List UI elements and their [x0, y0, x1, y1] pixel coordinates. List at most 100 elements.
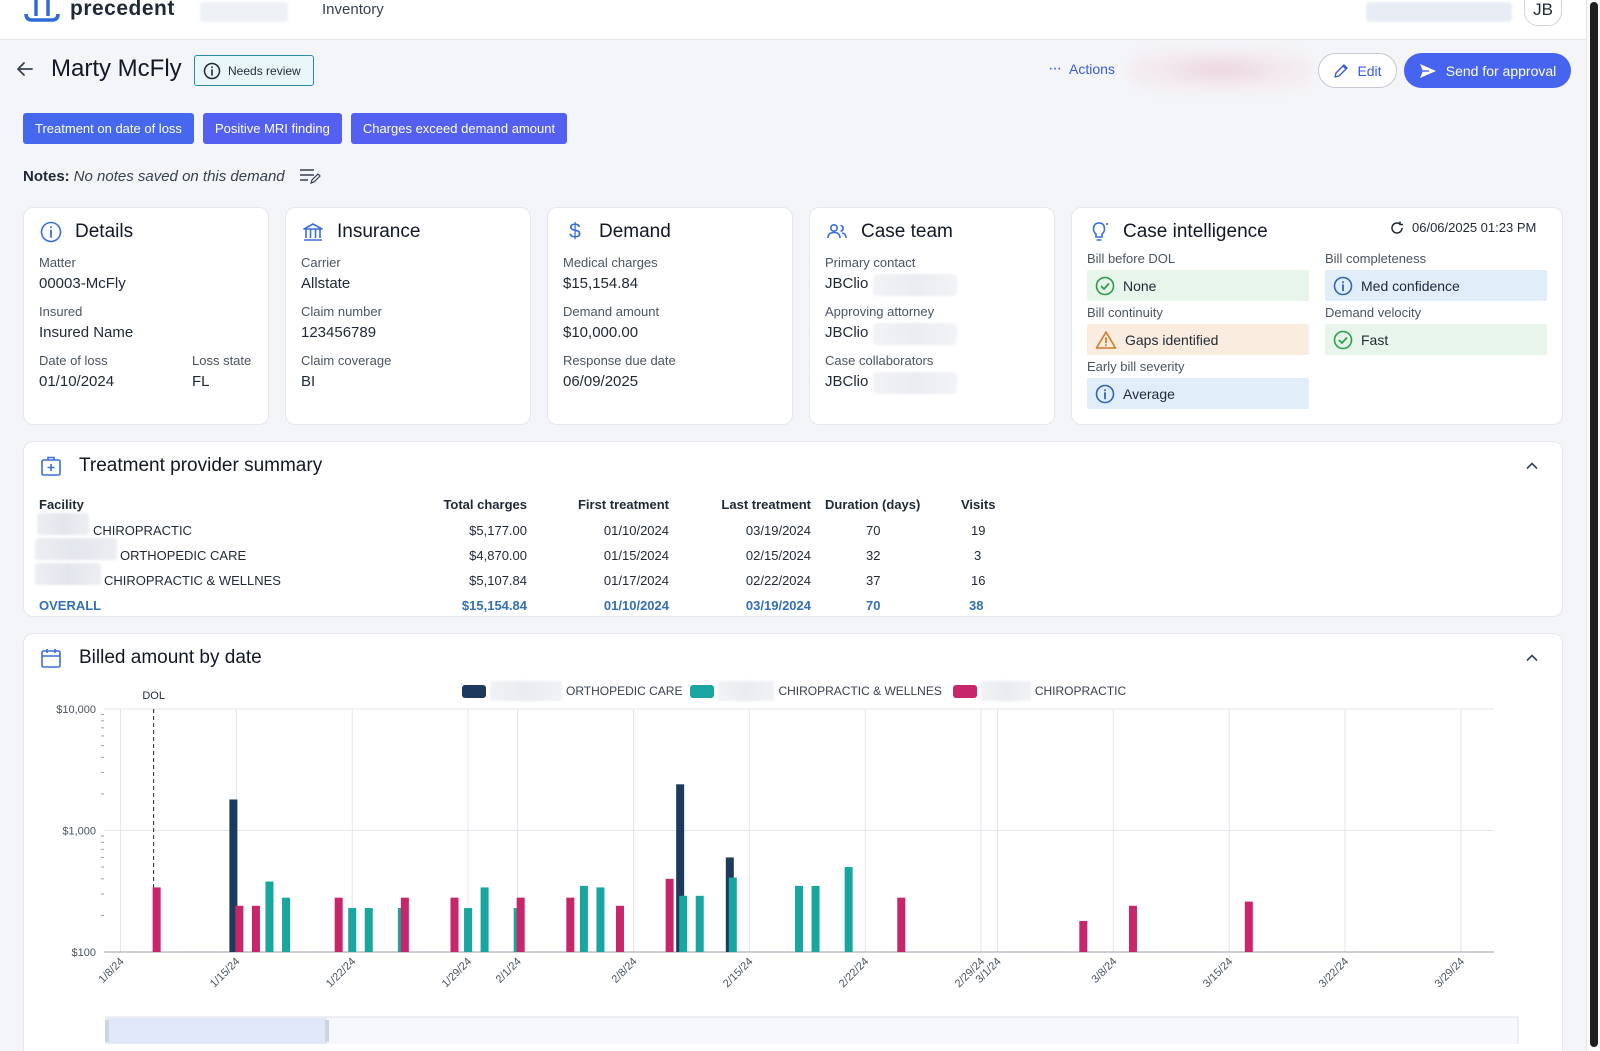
- edit-notes-icon[interactable]: [299, 167, 321, 185]
- demand-amount-value: $10,000.00: [563, 324, 639, 341]
- range-slider-handle-left[interactable]: [105, 1020, 109, 1042]
- legend-label-wellness[interactable]: CHIROPRACTIC & WELLNES: [778, 684, 942, 698]
- bar-chiro: [1079, 920, 1088, 952]
- send-icon: [1419, 63, 1436, 78]
- chevron-up-icon[interactable]: [1524, 458, 1540, 474]
- case-team-title: Case team: [861, 221, 953, 242]
- check-circle-icon: [1095, 276, 1115, 295]
- edit-button[interactable]: Edit: [1318, 53, 1397, 88]
- case-intelligence-title: Case intelligence: [1123, 221, 1268, 242]
- range-slider-track[interactable]: [105, 1016, 1519, 1044]
- bill-before-dol-value: None: [1123, 277, 1157, 294]
- page-scrollbar[interactable]: [1586, 0, 1600, 1051]
- bill-continuity-chip: Gaps identified: [1087, 324, 1309, 355]
- legend-swatch-wellness[interactable]: [690, 684, 715, 698]
- bar-wellness: [728, 877, 737, 952]
- col-visits[interactable]: Visits: [961, 497, 996, 512]
- user-avatar[interactable]: JB: [1524, 0, 1562, 26]
- legend-label-ortho[interactable]: ORTHOPEDIC CARE: [566, 684, 683, 698]
- chevron-up-icon[interactable]: [1524, 650, 1540, 666]
- send-label: Send for approval: [1445, 62, 1557, 79]
- facility-cell: CHIROPRACTIC: [93, 523, 192, 538]
- info-icon: [40, 221, 62, 243]
- scrollbar-thumb[interactable]: [1590, 2, 1598, 1047]
- billed-amount-chart: $10,000 $1,000 $100 DOL 1/8/24 1/15/24 1/22/24…: [56, 690, 1519, 1044]
- tag-positive-mri[interactable]: Positive MRI finding: [202, 113, 342, 144]
- bar-chiro: [516, 897, 525, 952]
- details-card: Details Matter 00003-McFly Insured Insur…: [23, 207, 269, 425]
- redacted-region: [1128, 48, 1313, 92]
- nav-item-redacted[interactable]: [200, 2, 288, 22]
- y-tick-label: $1,000: [62, 826, 96, 838]
- overall-duration: 70: [866, 598, 881, 613]
- firm-selector-redacted[interactable]: [1366, 2, 1512, 22]
- redacted-name: [873, 372, 957, 394]
- col-duration[interactable]: Duration (days): [825, 497, 921, 512]
- col-last-treatment[interactable]: Last treatment: [721, 497, 811, 512]
- bar-wellness: [364, 908, 373, 952]
- calendar-icon: [41, 649, 61, 668]
- bill-continuity-value: Gaps identified: [1125, 331, 1219, 348]
- legend-swatch-chiro[interactable]: [952, 684, 977, 698]
- overall-total-charges: $15,154.84: [461, 598, 527, 613]
- nav-item-inventory[interactable]: Inventory: [322, 1, 384, 18]
- facility-cell: ORTHOPEDIC CARE: [120, 548, 247, 563]
- brand-logo[interactable]: precedent: [22, 0, 175, 22]
- first-treatment-cell: 01/15/2024: [603, 548, 669, 563]
- info-icon: [203, 62, 221, 79]
- send-for-approval-button[interactable]: Send for approval: [1404, 53, 1571, 88]
- col-first-treatment[interactable]: First treatment: [577, 497, 669, 512]
- response-due-value: 06/09/2025: [563, 373, 639, 390]
- back-arrow-icon[interactable]: [14, 58, 36, 80]
- bar-wellness: [795, 885, 803, 952]
- col-total-charges[interactable]: Total charges: [443, 497, 527, 512]
- chart-legend: ORTHOPEDIC CARE CHIROPRACTIC & WELLNES C…: [462, 681, 1126, 701]
- actions-menu-button[interactable]: ··· Actions: [1048, 60, 1115, 78]
- x-tick-label: 2/22/24: [837, 956, 871, 990]
- matter-label: Matter: [39, 255, 76, 270]
- bar-chiro: [566, 897, 575, 952]
- bar-chiro: [1244, 901, 1253, 952]
- x-tick-label: 3/29/24: [1433, 956, 1467, 990]
- date-of-loss-label: Date of loss: [39, 353, 108, 368]
- range-slider-window[interactable]: [107, 1018, 327, 1044]
- range-slider-handle-right[interactable]: [325, 1020, 329, 1042]
- demand-velocity-value: Fast: [1361, 331, 1389, 348]
- visits-cell: 19: [971, 523, 986, 538]
- bar-wellness: [844, 867, 853, 952]
- insurance-title: Insurance: [337, 221, 421, 242]
- x-tick-label: 2/8/24: [610, 956, 640, 986]
- loss-state-label: Loss state: [192, 353, 252, 368]
- x-tick-label: 2/15/24: [721, 956, 755, 990]
- first-treatment-cell: 01/17/2024: [603, 573, 669, 588]
- case-collaborators-label: Case collaborators: [825, 353, 934, 368]
- users-icon: [827, 224, 847, 239]
- tag-charges-exceed-demand[interactable]: Charges exceed demand amount: [350, 113, 568, 144]
- matter-value: 00003-McFly: [39, 275, 126, 292]
- insurance-header: Insurance: [301, 220, 420, 244]
- x-tick-label: 1/15/24: [208, 956, 242, 990]
- details-title: Details: [75, 221, 134, 242]
- medical-charges-label: Medical charges: [563, 255, 658, 270]
- demand-amount-label: Demand amount: [563, 304, 660, 319]
- bar-wellness: [480, 887, 489, 952]
- legend-label-chiro[interactable]: CHIROPRACTIC: [1034, 684, 1127, 698]
- early-bill-severity-chip: Average: [1087, 378, 1309, 409]
- bill-completeness-value: Med confidence: [1361, 277, 1460, 294]
- legend-swatch-ortho[interactable]: [462, 684, 486, 698]
- brand-name: precedent: [70, 0, 175, 20]
- insurance-card: Insurance Carrier Allstate Claim number …: [285, 207, 531, 425]
- refresh-timestamp[interactable]: 06/06/2025 01:23 PM: [1390, 220, 1536, 235]
- top-nav: precedent Inventory JB: [0, 0, 1586, 40]
- dollar-icon: $: [569, 220, 581, 243]
- demand-card: $ Demand Medical charges $15,154.84 Dema…: [547, 207, 793, 425]
- tag-treatment-on-dol[interactable]: Treatment on date of loss: [23, 113, 194, 144]
- x-tick-label: 3/15/24: [1201, 956, 1235, 990]
- x-tick-label: 3/22/24: [1317, 956, 1351, 990]
- col-facility[interactable]: Facility: [39, 497, 84, 512]
- info-icon: [1333, 276, 1353, 295]
- overall-label: OVERALL: [39, 598, 102, 613]
- info-icon: [1095, 384, 1115, 403]
- x-tick-label: 1/8/24: [97, 956, 127, 986]
- notes-label: Notes:: [23, 167, 70, 185]
